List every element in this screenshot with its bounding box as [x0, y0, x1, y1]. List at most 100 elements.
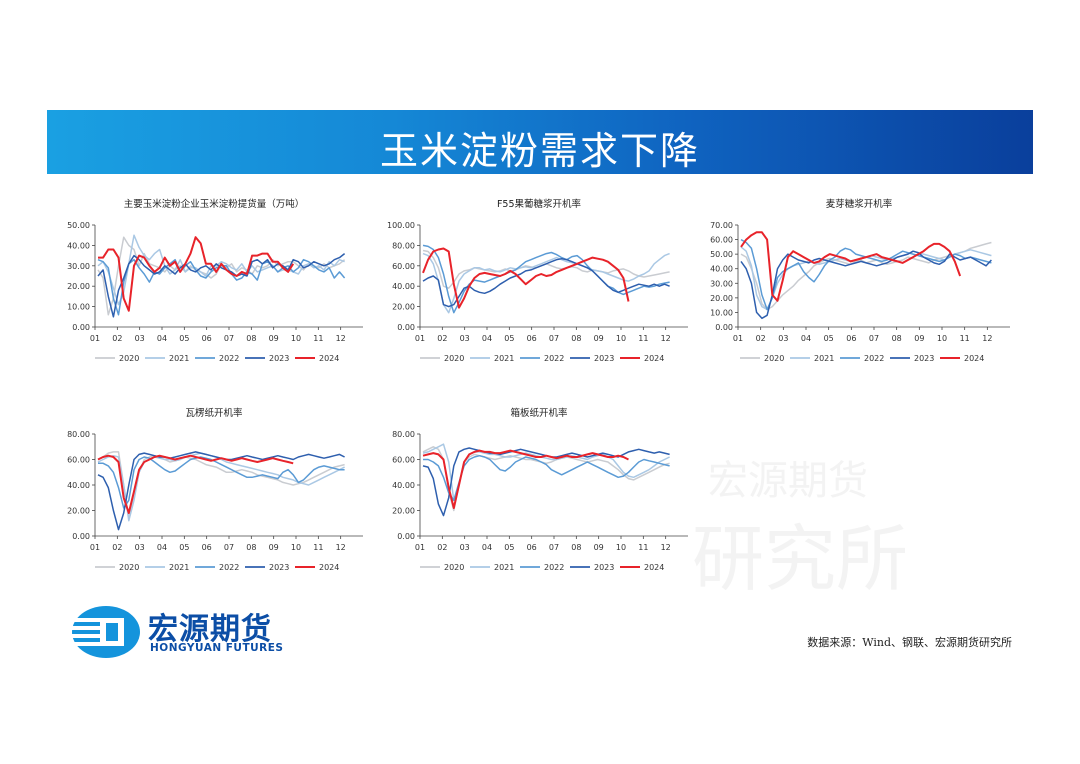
y-tick-label: 60.00: [392, 456, 415, 465]
chart-title: 主要玉米淀粉企业玉米淀粉提货量（万吨）: [124, 198, 305, 210]
chart-panel-3: 麦芽糖浆开机率 0.00 10.00 20.00 30.00 40.00 50.00 60.0…: [698, 193, 1020, 378]
y-tick-label: 20.00: [392, 303, 415, 312]
x-tick-label: 04: [801, 334, 811, 343]
x-tick-label: 03: [460, 334, 470, 343]
series-line-2020: [97, 236, 346, 316]
x-tick-label: 01: [733, 334, 743, 343]
x-tick-label: 02: [112, 334, 122, 343]
y-tick-label: 40.00: [710, 265, 733, 274]
y-tick-label: 0.00: [72, 532, 90, 541]
series-line-2021: [422, 443, 670, 502]
x-tick-label: 05: [824, 334, 834, 343]
x-tick-label: 06: [846, 334, 856, 343]
legend-label-2021: 2021: [494, 354, 514, 363]
y-tick-label: 40.00: [67, 241, 90, 250]
x-tick-label: 11: [313, 334, 323, 343]
x-tick-label: 05: [179, 543, 189, 552]
x-tick-label: 11: [638, 543, 648, 552]
series-line-2023: [740, 250, 992, 320]
x-tick-label: 04: [482, 543, 492, 552]
y-tick-label: 10.00: [710, 308, 733, 317]
logo-english-text: HONGYUAN FUTURES: [150, 642, 284, 654]
x-tick-label: 03: [135, 334, 145, 343]
x-tick-label: 04: [482, 334, 492, 343]
y-tick-label: 40.00: [392, 282, 415, 291]
x-tick-label: 08: [892, 334, 902, 343]
x-tick-label: 08: [246, 543, 256, 552]
legend-label-2022: 2022: [219, 563, 239, 572]
chart-title: 瓦楞纸开机率: [185, 407, 243, 419]
y-tick-label: 80.00: [392, 241, 415, 250]
x-tick-label: 08: [571, 543, 581, 552]
y-tick-label: 60.00: [710, 236, 733, 245]
x-tick-label: 05: [504, 334, 514, 343]
series-line-2022: [98, 456, 345, 509]
chart-svg: 箱板纸开机率 0.00 20.00 40.00 60.00 80.00 01 02 03 04 05…: [392, 407, 688, 572]
x-tick-label: 02: [756, 334, 766, 343]
y-tick-label: 40.00: [392, 481, 415, 490]
x-tick-label: 11: [313, 543, 323, 552]
legend-label-2020: 2020: [119, 563, 139, 572]
x-tick-label: 01: [90, 543, 100, 552]
x-tick-label: 07: [549, 543, 559, 552]
y-tick-label: 30.00: [710, 279, 733, 288]
y-tick-label: 0.00: [397, 323, 415, 332]
x-tick-label: 07: [224, 543, 234, 552]
legend-label-2020: 2020: [764, 354, 784, 363]
y-tick-label: 30.00: [67, 262, 90, 271]
x-tick-label: 10: [616, 543, 626, 552]
x-tick-label: 06: [202, 543, 212, 552]
x-tick-label: 02: [112, 543, 122, 552]
y-tick-label: 20.00: [392, 507, 415, 516]
legend-label-2024: 2024: [964, 354, 984, 363]
legend-label-2020: 2020: [444, 354, 464, 363]
x-tick-label: 02: [437, 543, 447, 552]
x-tick-label: 05: [504, 543, 514, 552]
x-tick-label: 03: [460, 543, 470, 552]
legend-label-2023: 2023: [269, 563, 289, 572]
x-tick-label: 06: [527, 334, 537, 343]
title-banner: 玉米淀粉需求下降: [47, 110, 1033, 174]
x-tick-label: 09: [269, 543, 279, 552]
watermark-line1: 宏源期货: [708, 458, 868, 504]
chart-svg: 主要玉米淀粉企业玉米淀粉提货量（万吨） 0.00 10.00 20.00 30.00 40…: [67, 198, 363, 363]
series-line-2023: [422, 257, 670, 308]
y-tick-label: 0.00: [397, 532, 415, 541]
legend-label-2024: 2024: [644, 563, 664, 572]
y-tick-label: 20.00: [67, 282, 90, 291]
series-line-2021: [422, 252, 670, 314]
x-tick-label: 02: [437, 334, 447, 343]
chart-svg: F55果葡糖浆开机率 0.00 20.00 40.00 60.00 80.00 100.00…: [387, 198, 688, 363]
x-tick-label: 01: [415, 543, 425, 552]
x-tick-label: 08: [246, 334, 256, 343]
legend-label-2021: 2021: [494, 563, 514, 572]
series-line-2024: [740, 231, 962, 302]
chart-panel-2: F55果葡糖浆开机率 0.00 20.00 40.00 60.00 80.00 100.00…: [380, 193, 698, 378]
series-line-2024: [98, 236, 295, 312]
legend-label-2023: 2023: [269, 354, 289, 363]
y-tick-label: 40.00: [67, 481, 90, 490]
legend-label-2020: 2020: [444, 563, 464, 572]
y-tick-label: 20.00: [67, 507, 90, 516]
x-tick-label: 07: [869, 334, 879, 343]
legend-label-2021: 2021: [169, 563, 189, 572]
page-title: 玉米淀粉需求下降: [379, 129, 700, 173]
y-tick-label: 70.00: [710, 221, 733, 230]
legend-label-2024: 2024: [319, 354, 339, 363]
legend-label-2022: 2022: [864, 354, 884, 363]
x-tick-label: 12: [661, 334, 671, 343]
y-tick-label: 60.00: [67, 456, 90, 465]
legend-label-2021: 2021: [814, 354, 834, 363]
chart-title: F55果葡糖浆开机率: [497, 198, 582, 210]
series-line-2024: [97, 454, 294, 514]
series-line-2024: [422, 449, 629, 509]
y-tick-label: 10.00: [67, 303, 90, 312]
x-tick-label: 01: [415, 334, 425, 343]
legend-label-2023: 2023: [594, 563, 614, 572]
legend-label-2022: 2022: [544, 354, 564, 363]
series-line-2021: [97, 234, 345, 306]
legend-label-2020: 2020: [119, 354, 139, 363]
x-tick-label: 04: [157, 334, 167, 343]
chart-panel-1: 主要玉米淀粉企业玉米淀粉提货量（万吨） 0.00 10.00 20.00 30.00 40…: [55, 193, 373, 378]
x-tick-label: 11: [638, 334, 648, 343]
